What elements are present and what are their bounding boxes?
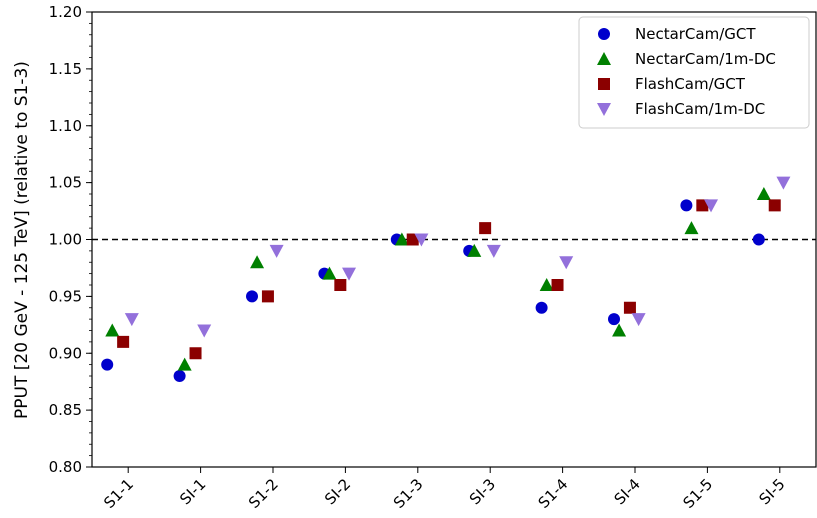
- data-point: [768, 199, 781, 212]
- y-tick-label: 0.85: [49, 401, 82, 419]
- data-point: [696, 199, 709, 212]
- x-tick-label: S1-5: [679, 475, 716, 512]
- data-point: [105, 323, 120, 337]
- y-tick-label: 1.20: [49, 3, 82, 21]
- data-point: [322, 266, 337, 280]
- y-tick-label: 1.10: [49, 117, 82, 135]
- data-point: [535, 301, 548, 314]
- data-point: [559, 256, 574, 270]
- x-tick-label: SI-1: [176, 475, 209, 508]
- legend-label: NectarCam/GCT: [635, 25, 756, 43]
- data-point: [124, 313, 139, 327]
- data-point: [250, 255, 265, 269]
- data-point: [189, 347, 202, 360]
- x-tick-label: SI-4: [611, 475, 644, 508]
- legend-label: NectarCam/1m-DC: [635, 50, 776, 68]
- data-point: [173, 370, 186, 382]
- legend-marker: [597, 52, 611, 65]
- data-point: [680, 199, 693, 212]
- data-point: [414, 233, 429, 247]
- data-point: [612, 323, 627, 337]
- data-point: [467, 243, 482, 257]
- legend-label: FlashCam/1m-DC: [635, 100, 765, 118]
- data-point: [394, 232, 409, 246]
- data-point: [704, 199, 719, 213]
- y-tick-label: 0.90: [49, 344, 82, 362]
- data-point: [101, 358, 114, 371]
- legend-label: FlashCam/GCT: [635, 75, 746, 93]
- data-point: [479, 222, 492, 235]
- data-point: [406, 233, 419, 246]
- data-point: [776, 176, 791, 190]
- x-tick-label: SI-2: [321, 475, 354, 508]
- data-point: [117, 335, 130, 348]
- y-tick-label: 0.80: [49, 458, 82, 476]
- data-point: [608, 313, 621, 326]
- data-point: [631, 313, 646, 327]
- y-tick-label: 1.00: [49, 231, 82, 249]
- x-tick-label: S1-4: [535, 475, 572, 512]
- plot-frame: [91, 11, 817, 468]
- data-point: [539, 278, 554, 291]
- x-tick-label: S1-1: [100, 475, 137, 512]
- y-tick-label: 1.15: [49, 60, 82, 78]
- x-tick-label: S1-2: [245, 475, 282, 512]
- data-point: [197, 324, 212, 338]
- data-points: [101, 176, 791, 382]
- y-axis-ticks: 0.80 0.85 0.90 0.95 1.00 1.05 1.10 1.15 1.20: [49, 3, 92, 476]
- x-tick-label: SI-3: [466, 475, 499, 508]
- legend: NectarCam/GCT NectarCam/1m-DC FlashCam/GCT…: [578, 16, 810, 129]
- data-point: [684, 221, 699, 235]
- legend-marker: [597, 103, 611, 116]
- data-point: [261, 290, 274, 303]
- y-axis-label: PPUT [20 GeV - 125 TeV] (relative to S1-…: [12, 61, 32, 419]
- x-tick-label: SI-5: [755, 475, 788, 508]
- data-point: [334, 279, 347, 291]
- data-point: [756, 187, 771, 200]
- data-point: [342, 267, 357, 281]
- y-tick-label: 0.95: [49, 287, 82, 305]
- x-axis-ticks: S1-1 SI-1 S1-2 SI-2 S1-3 SI-3 S1-4 SI-4 S1-5 SI-5: [100, 467, 789, 512]
- legend-marker: [598, 78, 610, 90]
- y-tick-label: 1.05: [49, 174, 82, 192]
- data-point: [752, 233, 765, 246]
- data-point: [269, 244, 284, 258]
- data-point: [623, 301, 636, 314]
- data-point: [246, 290, 259, 303]
- legend-marker: [598, 28, 610, 40]
- data-point: [177, 357, 192, 371]
- data-point: [486, 244, 501, 258]
- legend-box: [578, 16, 810, 129]
- x-tick-label: S1-3: [390, 475, 427, 512]
- data-point: [551, 279, 564, 291]
